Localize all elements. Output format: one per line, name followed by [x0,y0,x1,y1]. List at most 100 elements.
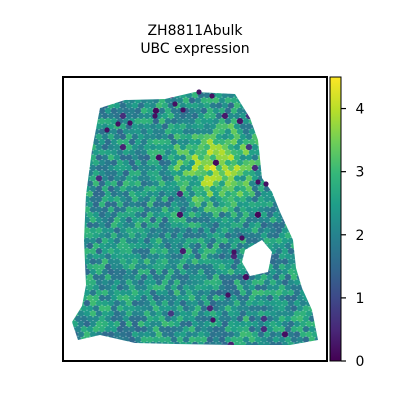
spot [182,274,190,281]
spot [257,258,265,265]
spot [188,242,196,250]
spot [287,112,295,120]
spot [113,320,121,328]
spot [278,222,286,229]
spot [203,133,211,140]
spot [191,164,199,172]
spot [305,248,313,255]
spot [251,258,259,265]
spot [290,170,298,177]
spot [203,289,211,296]
spot [72,279,73,286]
spot [206,201,214,208]
spot [290,211,298,218]
spot [125,144,133,151]
spot [212,128,220,135]
spot [173,216,181,224]
spot [287,175,295,182]
spot [287,164,295,172]
spot [218,326,226,333]
spot [305,331,313,338]
spot [116,232,124,239]
spot [296,180,304,187]
spot [233,227,241,234]
spot [131,310,139,317]
spot [284,305,292,312]
spot [197,258,205,265]
spot [200,284,208,291]
spot [239,133,247,140]
spot [104,222,112,229]
spot [116,253,124,260]
spot [167,320,175,328]
spot [191,300,199,307]
spot [146,242,154,250]
spot [221,331,229,338]
spot [176,222,184,229]
spot [179,216,187,224]
spot [72,133,79,141]
spot [311,268,318,276]
spot [83,248,91,255]
spot [164,232,172,239]
spot [257,112,265,120]
spot [179,248,187,255]
spot [317,112,318,120]
spot [140,263,148,270]
spot [236,190,244,198]
spot [209,133,217,140]
spot [212,294,220,302]
spot [296,118,304,125]
spot [293,331,301,338]
spot [239,320,247,328]
spot [314,92,318,94]
spot [140,92,148,94]
spot [188,149,196,156]
spot [311,154,318,161]
spot [146,128,154,135]
spot [122,263,130,270]
spot [86,97,94,104]
spot [140,107,148,115]
spot [137,112,145,120]
spot [185,164,193,172]
spot [287,320,295,328]
spot [72,175,73,182]
spot [200,326,208,333]
spot [245,310,253,317]
spot [173,196,181,203]
spot [293,112,301,120]
spot [89,279,97,286]
spot [230,118,238,125]
spot [74,138,82,146]
spot [158,159,166,166]
spot [155,185,163,192]
spot [137,185,145,192]
spot [161,289,169,296]
spot [74,97,82,104]
spot [218,315,226,322]
spot [119,237,127,244]
spot [152,222,160,229]
spot [284,336,292,343]
spot [272,305,280,312]
spot [227,206,235,213]
spot [248,242,256,250]
spot [287,268,295,276]
spot [167,175,175,182]
spot [164,92,172,94]
spot [305,268,313,276]
spot [116,336,124,343]
spot [83,300,91,307]
spot [314,97,318,104]
spot [143,300,151,307]
spot [260,107,268,115]
spot [218,242,226,250]
spot [272,149,280,156]
spot [272,253,280,260]
low-spot [127,120,133,126]
spot [290,201,298,208]
spot [146,190,154,198]
spot [197,289,205,296]
spot [260,128,268,135]
